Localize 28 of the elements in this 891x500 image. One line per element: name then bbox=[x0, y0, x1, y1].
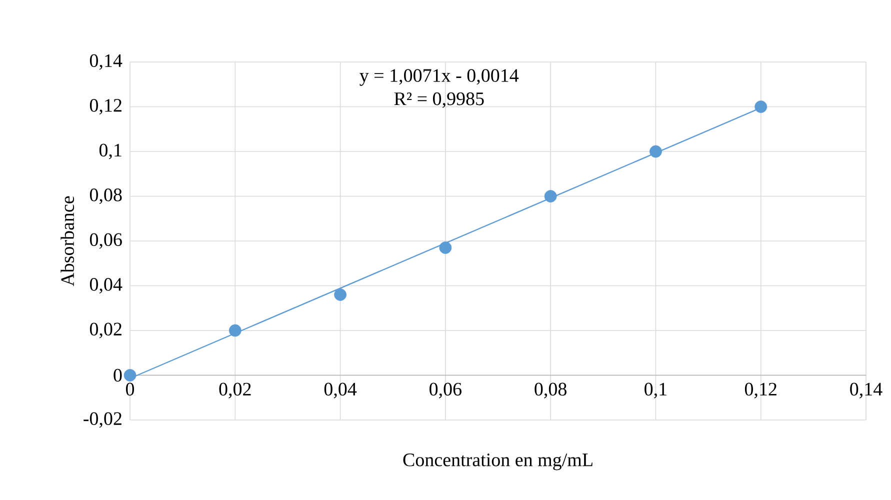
x-tick-label: 0,04 bbox=[324, 382, 357, 398]
y-tick-label: 0 bbox=[114, 368, 122, 382]
x-tick-label: 0,08 bbox=[534, 382, 566, 398]
y-tick-label: -0,02 bbox=[84, 412, 122, 428]
x-axis-title: Concentration en mg/mL bbox=[403, 454, 592, 470]
point bbox=[334, 288, 346, 301]
y-tick-label: 0,04 bbox=[90, 278, 122, 294]
x-tick-label: 0,1 bbox=[644, 382, 666, 398]
y-tick-label: 0,08 bbox=[90, 188, 122, 204]
point bbox=[439, 242, 452, 254]
point bbox=[650, 145, 662, 158]
x-tick-label: 0,02 bbox=[219, 382, 251, 398]
y-axis-title: Absorbance bbox=[60, 196, 74, 286]
point bbox=[544, 190, 557, 202]
y-tick-label: 0,1 bbox=[99, 144, 122, 160]
y-tick-label: 0,06 bbox=[90, 233, 122, 249]
point bbox=[124, 369, 136, 382]
point bbox=[228, 324, 242, 337]
x-tick-label: 0 bbox=[126, 382, 134, 396]
point bbox=[754, 100, 768, 113]
annotation: y = 1,0071x - 0,0014 bbox=[360, 69, 519, 86]
x-tick-label: 0,14 bbox=[850, 382, 882, 398]
y-tick-label: 0,14 bbox=[90, 54, 122, 70]
x-tick-label: 0,12 bbox=[744, 382, 776, 398]
x-tick-label: 0,06 bbox=[430, 382, 462, 398]
annotation: R² = 0,9985 bbox=[394, 92, 484, 108]
y-tick-label: 0,12 bbox=[90, 98, 122, 115]
y-tick-label: 0,02 bbox=[90, 322, 122, 338]
